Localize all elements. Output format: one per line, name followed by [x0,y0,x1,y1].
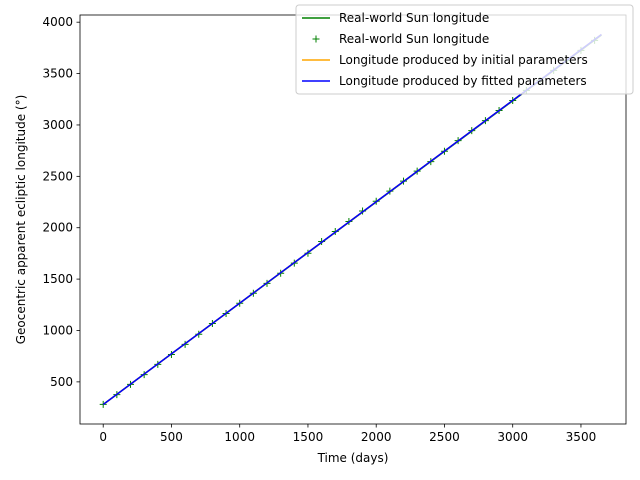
legend-box [295,4,634,95]
x-tick-label: 2500 [429,430,460,444]
y-tick-label: 3000 [42,118,73,132]
x-tick-label: 2000 [361,430,392,444]
plot-area [99,33,602,408]
y-tick-label: 1500 [42,272,73,286]
y-tick-label: 2500 [42,169,73,183]
legend-entry-label: Real-world Sun longitude [339,11,489,25]
legend-marker-swatch [312,35,320,43]
x-tick-label: 1500 [293,430,324,444]
y-tick-label: 4000 [42,15,73,29]
x-axis-label: Time (days) [317,451,389,465]
y-tick-label: 1000 [42,323,73,337]
x-tick-label: 3500 [566,430,597,444]
x-tick-label: 1000 [224,430,255,444]
ticks: 0 500 1000 1500 2000 2500 3000 3500 500 1000 1500 2… [42,15,596,444]
legend[interactable]: Real-world Sun longitude Real-world Sun l… [295,4,634,95]
x-tick-label: 3000 [497,430,528,444]
x-tick-label: 500 [160,430,183,444]
y-tick-label: 500 [50,375,73,389]
x-tick-label: 0 [99,430,107,444]
series-line-3 [102,33,602,406]
legend-entry-label: Longitude produced by fitted parameters [339,74,587,88]
y-axis-label: Geocentric apparent ecliptic longitude (… [14,95,28,345]
y-tick-label: 2000 [42,221,73,235]
legend-entry-label: Real-world Sun longitude [339,32,489,46]
legend-entry-label: Longitude produced by initial parameters [339,53,588,67]
y-tick-label: 3500 [42,67,73,81]
